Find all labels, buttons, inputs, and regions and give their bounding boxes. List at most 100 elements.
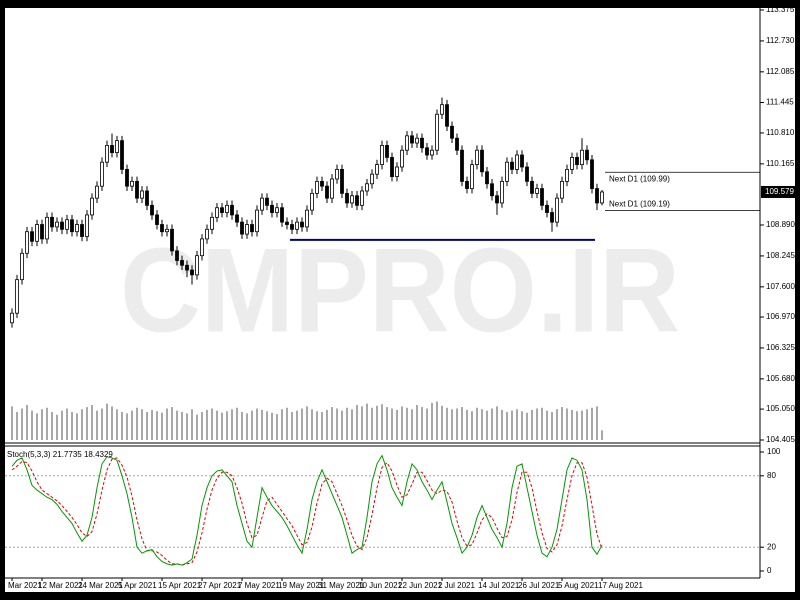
- candle-body: [125, 168, 129, 187]
- candle-body: [415, 137, 419, 144]
- y-tick-label: 104.405: [766, 435, 795, 444]
- candle-body: [525, 166, 529, 182]
- stoch-k-line: [11, 454, 603, 566]
- candle-body: [70, 219, 74, 233]
- candle-body: [595, 188, 599, 204]
- x-tick-label: 2 Jul 2021: [438, 581, 475, 590]
- candle-body: [245, 224, 249, 235]
- candle-body: [600, 191, 604, 204]
- candle-body: [180, 260, 184, 266]
- candle-body: [540, 188, 544, 206]
- current-price-box: [761, 185, 795, 198]
- candle-body: [75, 224, 79, 233]
- candle-body: [210, 216, 214, 230]
- candle-body: [290, 224, 294, 230]
- candle-body: [420, 137, 424, 149]
- candle-body: [55, 221, 59, 228]
- candle-body: [515, 154, 519, 170]
- candle-body: [390, 157, 394, 177]
- candle-body: [345, 192, 349, 204]
- x-tick-label: 19 May 2021: [278, 581, 325, 590]
- candle-body: [100, 161, 104, 187]
- x-tick-label: 26 Jul 2021: [518, 581, 560, 590]
- candle-body: [400, 149, 404, 168]
- candle-body: [235, 214, 239, 223]
- candle-body: [360, 190, 364, 206]
- candle-body: [220, 207, 224, 213]
- candle-body: [90, 197, 94, 216]
- candle-body: [130, 180, 134, 187]
- candle-body: [335, 168, 339, 180]
- candle-body: [305, 209, 309, 228]
- candle-body: [385, 145, 389, 158]
- candle-body: [165, 228, 169, 233]
- candle-body: [185, 264, 189, 271]
- candle-body: [495, 195, 499, 204]
- candle-body: [330, 178, 334, 199]
- candle-body: [270, 204, 274, 213]
- candle-body: [310, 192, 314, 211]
- candle-body: [320, 180, 324, 187]
- x-tick-label: 24 Mar 2021: [78, 581, 123, 590]
- x-tick-label: 12 Mar 2021: [38, 581, 83, 590]
- candle-body: [35, 224, 39, 242]
- candle-body: [580, 149, 584, 165]
- stoch-d-line: [11, 457, 603, 566]
- candle-body: [405, 135, 409, 151]
- y-tick-label: 110.810: [766, 128, 795, 137]
- candle-body: [95, 185, 99, 199]
- annotation-label: Next D1 (109.99): [609, 174, 670, 183]
- y-tick-label: 113.375: [766, 5, 795, 14]
- candle-body: [230, 204, 234, 216]
- candle-body: [585, 149, 589, 161]
- candle-body: [260, 197, 264, 211]
- candle-body: [15, 279, 19, 314]
- annotation-label: Next D1 (109.19): [609, 200, 670, 209]
- y-tick-label: 107.600: [766, 282, 795, 291]
- candle-body: [375, 164, 379, 175]
- candle-body: [155, 214, 159, 225]
- x-tick-label: 10 Jun 2021: [358, 581, 403, 590]
- x-tick-label: Mar 2021: [8, 581, 42, 590]
- canvas: [5, 8, 795, 592]
- y-tick-label: 108.245: [766, 251, 795, 260]
- candle-body: [265, 197, 269, 206]
- candle-body: [480, 149, 484, 173]
- candle-body: [425, 147, 429, 156]
- candle-body: [465, 180, 469, 189]
- candle-body: [85, 214, 89, 237]
- candle-body: [565, 168, 569, 182]
- watermark: CMPRO.IR: [120, 224, 680, 358]
- candle-body: [475, 149, 479, 165]
- x-tick-label: 27 Apr 2021: [198, 581, 242, 590]
- y-tick-label: 80: [767, 471, 776, 480]
- candle-body: [560, 180, 564, 199]
- y-tick-label: 112.085: [766, 67, 795, 76]
- candle-body: [105, 145, 109, 163]
- y-tick-label: 105.680: [766, 374, 795, 383]
- candle-body: [240, 221, 244, 235]
- candle-body: [530, 180, 534, 194]
- candle-body: [315, 180, 319, 194]
- y-tick-label: 100: [767, 447, 781, 456]
- candle-body: [60, 221, 64, 230]
- candle-body: [380, 145, 384, 165]
- candle-body: [110, 145, 114, 154]
- y-tick-label: 108.890: [766, 220, 795, 229]
- candle-body: [20, 252, 24, 281]
- y-tick-label: 110.165: [766, 159, 795, 168]
- candle-body: [25, 231, 29, 254]
- candle-body: [200, 238, 204, 257]
- candle-body: [370, 173, 374, 185]
- indicator-label: Stoch(5,3,3) 21.7735 18.4329: [7, 450, 113, 459]
- candle-body: [80, 224, 84, 237]
- candle-body: [140, 190, 144, 199]
- candle-body: [395, 166, 399, 177]
- candle-body: [205, 228, 209, 240]
- candle-body: [50, 216, 54, 228]
- candle-body: [225, 204, 229, 213]
- candle-body: [175, 250, 179, 261]
- candle-body: [340, 168, 344, 194]
- candle-body: [30, 231, 34, 242]
